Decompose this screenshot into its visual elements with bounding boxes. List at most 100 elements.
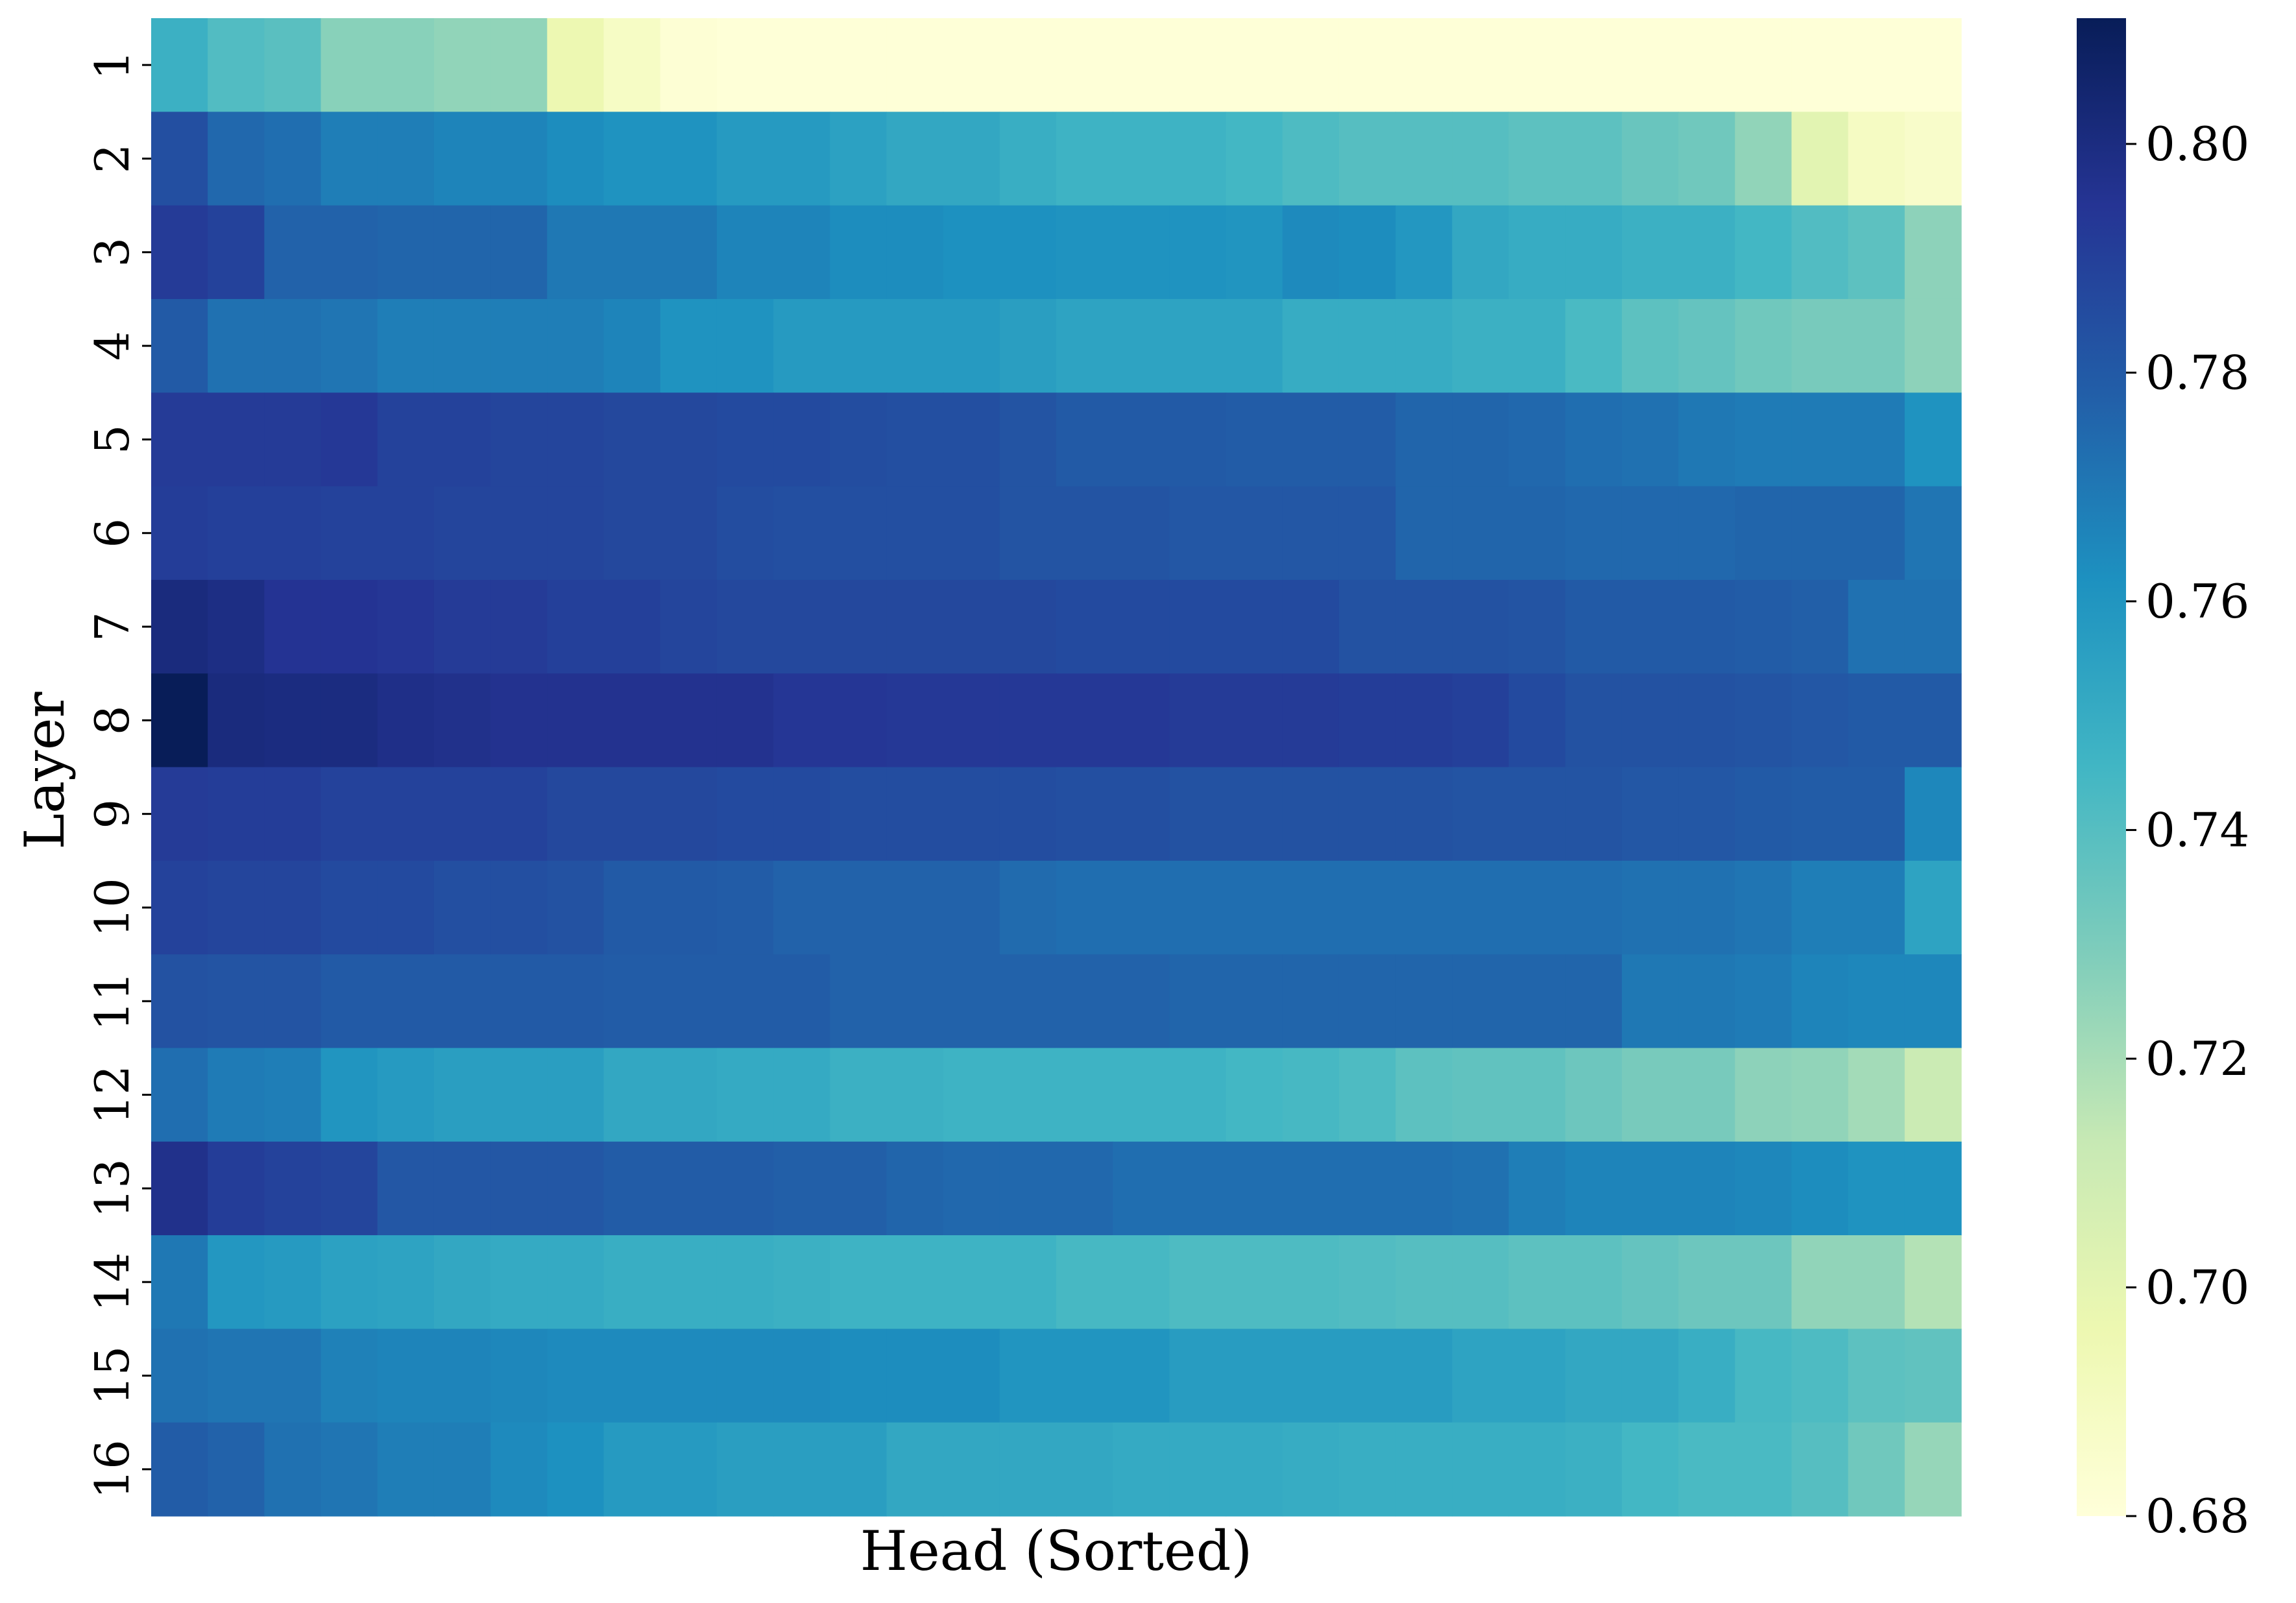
heatmap-cell [1791,392,1849,487]
heatmap-cell [886,486,944,581]
heatmap-cell [490,392,548,487]
heatmap-cell [1169,112,1227,206]
heatmap-cell [999,1235,1057,1329]
heatmap-cell [1904,954,1962,1049]
heatmap-cell [1226,767,1283,862]
heatmap-cell [547,767,605,862]
heatmap-cell [1848,860,1905,955]
heatmap-cell [1282,1141,1340,1236]
heatmap-cell [1056,392,1113,487]
heatmap-cell [208,767,265,862]
heatmap-cell [773,205,830,300]
heatmap-cell [1678,954,1735,1049]
heatmap-cell [547,673,605,768]
heatmap-cell [830,1141,888,1236]
heatmap-cell [1282,1235,1340,1329]
heatmap-cell [1735,673,1793,768]
heatmap-cell [377,392,435,487]
heatmap-cell [1226,579,1283,674]
y-tick-label: 6 [85,518,139,548]
heatmap-cell [208,954,265,1049]
heatmap-cell [830,673,888,768]
heatmap-cell [547,1422,605,1517]
heatmap-cell [208,1422,265,1517]
y-tick-label: 13 [85,1159,139,1218]
heatmap-cell [716,579,774,674]
heatmap-cell [1452,1048,1510,1142]
heatmap-cell [547,205,605,300]
heatmap-cell [660,1048,718,1142]
heatmap-cell [1565,392,1623,487]
y-tick-label: 7 [85,612,139,642]
heatmap-cell [773,112,830,206]
heatmap-cell [151,1048,208,1142]
heatmap-cell [943,1048,1000,1142]
heatmap-cell [603,392,661,487]
heatmap-cell [1508,860,1566,955]
heatmap-cell [716,112,774,206]
heatmap-cell [490,18,548,112]
heatmap-cell [1056,1422,1113,1517]
heatmap-cell [264,673,322,768]
heatmap-cell [1848,579,1905,674]
heatmap-cell [1396,392,1453,487]
heatmap-cell [1735,1329,1793,1423]
heatmap-cell [1904,673,1962,768]
heatmap-cell [1452,205,1510,300]
heatmap-cell [1678,18,1735,112]
heatmap-cell [603,112,661,206]
heatmap-cell [1621,673,1679,768]
heatmap-cell [320,673,378,768]
y-axis-label: Layer [13,692,77,850]
heatmap-cell [716,1422,774,1517]
heatmap-cell [1791,205,1849,300]
heatmap-cell [208,486,265,581]
colorbar-tick-label: 0.78 [2145,345,2249,400]
heatmap-cell [208,205,265,300]
heatmap-cell [1169,392,1227,487]
heatmap-cell [830,1048,888,1142]
heatmap-cell [490,1422,548,1517]
heatmap-cell [1169,486,1227,581]
heatmap-cell [773,1329,830,1423]
heatmap-cell [1226,673,1283,768]
heatmap-cell [377,1235,435,1329]
heatmap-cell [1452,860,1510,955]
heatmap-cell [433,298,491,393]
heatmap-cell [1226,1048,1283,1142]
heatmap-cell [1338,579,1396,674]
heatmap-cell [1226,1422,1283,1517]
heatmap-cell [999,579,1057,674]
heatmap-cell [1056,112,1113,206]
heatmap-cell [1791,767,1849,862]
heatmap-cell [1848,298,1905,393]
heatmap-cell [1396,1235,1453,1329]
heatmap-cell [490,673,548,768]
heatmap-cell [1282,205,1340,300]
heatmap-cell [1735,112,1793,206]
heatmap-cell [1904,298,1962,393]
heatmap-cell [1169,860,1227,955]
heatmap-cell [1565,1235,1623,1329]
heatmap-cell [1452,112,1510,206]
heatmap-cell [660,1141,718,1236]
heatmap-cell [999,1048,1057,1142]
heatmap-cell [264,18,322,112]
heatmap-cell [943,112,1000,206]
heatmap-cell [151,486,208,581]
heatmap-cell [320,1235,378,1329]
heatmap-cell [1735,486,1793,581]
heatmap-cell [1056,767,1113,862]
heatmap-cell [716,860,774,955]
heatmap-cell [886,1235,944,1329]
heatmap-cell [1338,673,1396,768]
heatmap-cell [999,1329,1057,1423]
heatmap-cell [1452,1329,1510,1423]
heatmap-cell [1113,1329,1170,1423]
heatmap-cell [433,392,491,487]
heatmap-cell [999,1141,1057,1236]
heatmap-cell [1621,1329,1679,1423]
heatmap-cell [1338,1235,1396,1329]
heatmap-cell [1396,486,1453,581]
heatmap-cell [1791,954,1849,1049]
